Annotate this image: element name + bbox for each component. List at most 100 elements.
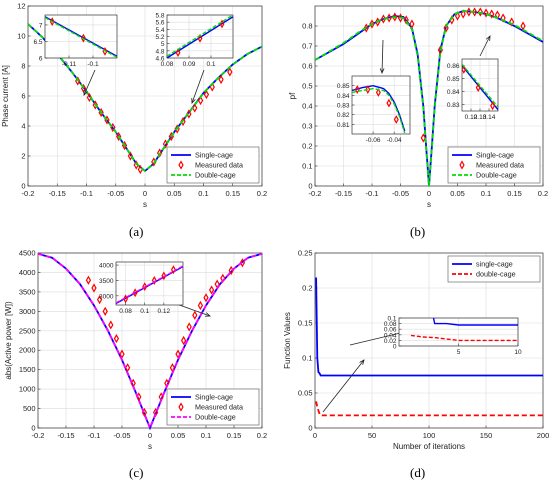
- y-tick-label: 0.25: [298, 249, 313, 258]
- data-marker: [509, 17, 515, 27]
- legend-box: [447, 255, 541, 283]
- x-tick-label: 0: [427, 189, 431, 198]
- y-tick-label: 3000: [99, 293, 114, 300]
- data-marker: [91, 283, 97, 293]
- data-marker: [80, 83, 87, 94]
- y-tick-label: 0.2: [302, 142, 312, 151]
- legend-entry: Measured data: [178, 402, 243, 412]
- legend-entry: Single-cage: [171, 393, 233, 402]
- inset-series: [45, 16, 117, 58]
- y-tick-label: 0: [393, 344, 397, 351]
- y-tick-label: 0.02: [384, 338, 397, 345]
- callout-arrowhead: [359, 359, 365, 365]
- legend-entry: Single-cage: [452, 151, 514, 160]
- y-tick-label: 0.05: [298, 389, 313, 398]
- data-marker: [208, 285, 215, 295]
- data-marker: [197, 300, 204, 311]
- x-axis-label: s: [148, 442, 152, 451]
- legend-entry: Double-cage: [171, 413, 236, 422]
- callout-arrow: [381, 39, 384, 74]
- y-tick-label: 0.84: [447, 89, 460, 96]
- legend-label: Measured data: [476, 161, 524, 170]
- x-tick-label: 0.05: [167, 189, 182, 198]
- inset-series: [410, 318, 518, 342]
- y-tick-label: 0: [31, 424, 35, 433]
- inset-series: [352, 84, 406, 134]
- y-tick-label: 5.2: [155, 34, 164, 41]
- y-tick-label: 0.1: [302, 162, 312, 171]
- panel-label-a: (a): [129, 224, 144, 239]
- series-group: [37, 252, 263, 431]
- y-tick-label: 0.85: [337, 83, 350, 90]
- x-tick-label: -0.15: [49, 189, 66, 198]
- data-marker: [477, 7, 483, 17]
- data-marker: [180, 335, 187, 346]
- zoom-inset: 0.08 0.1 0.12 3000 3500 4000: [99, 261, 184, 315]
- x-tick-label: 0: [148, 431, 152, 440]
- y-axis-label: abs(Active power [W]): [4, 301, 13, 380]
- y-tick-label: 2500: [19, 326, 36, 335]
- callout-arrow: [191, 69, 205, 104]
- data-marker: [375, 88, 381, 97]
- data-marker: [197, 95, 204, 106]
- y-tick-label: 3000: [19, 307, 36, 316]
- data-marker: [132, 288, 138, 298]
- x-tick-label: -0.11: [62, 61, 77, 68]
- x-tick-label: 0.13: [474, 114, 487, 121]
- y-tick-label: 4000: [19, 268, 36, 277]
- series-line: [45, 16, 117, 57]
- y-tick-label: 6: [39, 56, 43, 63]
- x-tick-label: 0.15: [227, 431, 242, 440]
- y-tick-label: 0.7: [302, 42, 312, 51]
- legend-entry: single-cage: [452, 260, 513, 269]
- y-tick-label: 6.5: [33, 39, 42, 46]
- x-tick-label: 0: [143, 189, 147, 198]
- y-tick-label: 8: [21, 62, 25, 71]
- data-marker: [142, 282, 148, 291]
- data-marker: [186, 109, 192, 119]
- zoom-inset: -0.11 -0.1 6 6.5 7: [33, 14, 118, 68]
- y-tick-label: 2: [21, 152, 25, 161]
- chart-c: -0.2 -0.15 -0.1 -0.05 0 0.05 0.1 0.15 0.2 0 500 100…: [4, 249, 267, 452]
- y-axis-label: Phase current [A]: [1, 65, 10, 127]
- series-group: [315, 277, 543, 417]
- data-marker: [197, 33, 203, 43]
- series-line: [45, 16, 117, 58]
- y-tick-label: 0.3: [302, 122, 312, 131]
- series-line: [116, 265, 183, 304]
- x-tick-label: -0.2: [309, 189, 322, 198]
- data-marker: [161, 271, 167, 281]
- series-line: [37, 252, 263, 431]
- x-tick-label: 0.12: [158, 308, 171, 315]
- legend-label: Single-cage: [476, 151, 514, 160]
- chart-b: -0.2 -0.15 -0.1 -0.05 0 0.05 0.1 0.15 0.2 0 0.1 0.2…: [288, 5, 548, 209]
- x-tick-label: -0.05: [113, 431, 130, 440]
- data-marker: [108, 320, 114, 330]
- callout-arrowhead: [83, 89, 88, 96]
- y-tick-label: 0: [308, 182, 312, 191]
- y-axis-label: pf: [288, 92, 297, 99]
- data-marker: [409, 19, 415, 29]
- data-marker: [80, 33, 86, 43]
- legend-label: Measured data: [195, 403, 243, 412]
- x-tick-label: -0.2: [32, 431, 45, 440]
- legend-label: single-cage: [476, 260, 513, 269]
- y-tick-label: 0.5: [302, 82, 312, 91]
- y-tick-label: 1000: [19, 385, 36, 394]
- data-marker: [116, 131, 122, 142]
- data-marker: [102, 306, 108, 316]
- y-tick-label: 0: [21, 182, 25, 191]
- data-marker: [471, 7, 478, 17]
- x-tick-label: -0.1: [87, 61, 99, 68]
- series-line: [352, 84, 406, 132]
- x-tick-label: 0.1: [206, 61, 215, 68]
- data-marker: [175, 48, 181, 58]
- data-marker: [170, 265, 176, 275]
- legend-marker: [178, 402, 184, 412]
- zoom-inset: 0.120.130.14 0.83 0.84 0.85 0.86: [447, 58, 499, 121]
- x-tick-label: 0.08: [161, 61, 174, 68]
